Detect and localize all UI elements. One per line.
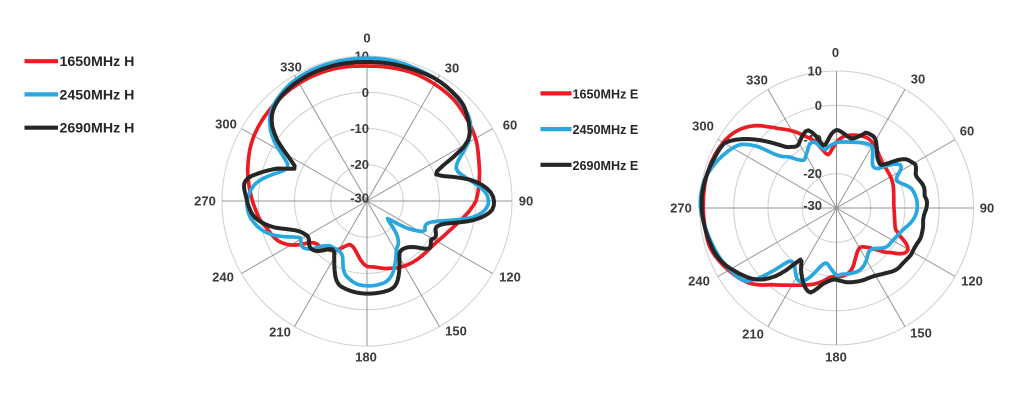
svg-text:90: 90 [519,194,533,209]
svg-text:180: 180 [355,350,377,365]
svg-text:10: 10 [808,64,822,79]
svg-text:0: 0 [815,98,822,113]
svg-text:180: 180 [825,350,847,365]
svg-text:150: 150 [445,324,467,339]
svg-text:-30: -30 [803,198,822,213]
svg-text:270: 270 [194,194,216,209]
svg-text:60: 60 [503,118,517,133]
svg-text:30: 30 [911,72,925,87]
svg-text:330: 330 [280,60,302,75]
svg-text:210: 210 [269,325,291,340]
svg-text:-20: -20 [350,157,369,172]
svg-text:150: 150 [910,326,932,341]
svg-text:90: 90 [980,201,994,216]
svg-text:-30: -30 [350,191,369,206]
svg-text:270: 270 [670,201,692,216]
svg-text:0: 0 [363,31,370,46]
svg-text:-10: -10 [350,121,369,136]
svg-text:0: 0 [362,85,369,100]
svg-text:2690MHz H: 2690MHz H [60,121,135,137]
svg-text:120: 120 [499,270,521,285]
svg-text:330: 330 [746,73,768,88]
svg-text:2450MHz E: 2450MHz E [573,123,639,137]
svg-text:-20: -20 [803,166,822,181]
svg-text:1650MHz E: 1650MHz E [573,87,639,101]
svg-text:240: 240 [688,274,710,289]
svg-text:0: 0 [832,45,839,60]
svg-text:300: 300 [215,117,237,132]
svg-text:240: 240 [212,270,234,285]
svg-text:210: 210 [742,327,764,342]
svg-text:300: 300 [692,119,714,134]
svg-text:1650MHz H: 1650MHz H [60,54,135,70]
svg-text:120: 120 [961,274,983,289]
svg-text:30: 30 [445,61,459,76]
svg-text:2450MHz H: 2450MHz H [60,87,135,103]
svg-text:2690MHz E: 2690MHz E [573,159,639,173]
svg-text:60: 60 [960,124,974,139]
